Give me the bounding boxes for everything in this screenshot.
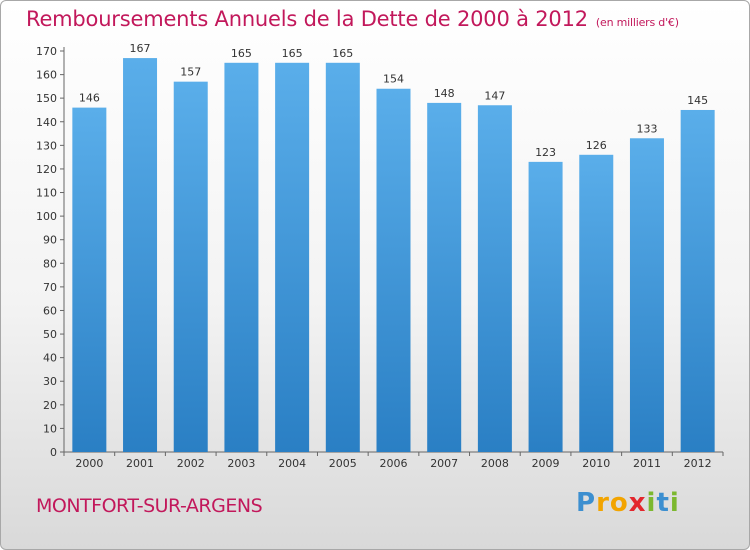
bar — [275, 62, 310, 452]
bar-value-label: 146 — [79, 92, 100, 105]
bar-value-label: 165 — [332, 47, 353, 60]
bar — [477, 105, 512, 453]
y-tick-label: 110 — [36, 187, 57, 200]
bar — [72, 107, 107, 453]
bar-value-label: 126 — [586, 139, 607, 152]
y-tick-label: 70 — [43, 281, 57, 294]
y-tick-label: 50 — [43, 328, 57, 341]
y-tick-label: 100 — [36, 210, 57, 223]
bar-value-label: 133 — [636, 122, 657, 135]
x-tick-label: 2010 — [582, 457, 610, 470]
bar — [579, 154, 614, 452]
bar — [680, 109, 715, 453]
bar-value-label: 154 — [383, 73, 404, 86]
x-tick-label: 2007 — [430, 457, 458, 470]
bar — [123, 58, 158, 452]
x-tick-label: 2006 — [380, 457, 408, 470]
chart-subtitle: (en milliers d'€) — [595, 16, 679, 29]
x-tick-label: 2009 — [532, 457, 560, 470]
bar-value-label: 165 — [231, 47, 252, 60]
bar — [224, 62, 259, 452]
x-tick-label: 2002 — [177, 457, 205, 470]
logo-letter: i — [669, 488, 680, 518]
logo-letter: o — [609, 488, 629, 518]
proxiti-logo: Proxiti — [576, 488, 680, 518]
y-tick-label: 130 — [36, 139, 57, 152]
y-tick-label: 90 — [43, 234, 57, 247]
y-tick-label: 40 — [43, 352, 57, 365]
logo-letter: r — [596, 488, 610, 518]
logo-letter: P — [576, 488, 597, 518]
x-tick-label: 2005 — [329, 457, 357, 470]
bar — [325, 62, 360, 452]
x-tick-label: 2012 — [684, 457, 712, 470]
bar — [427, 102, 462, 453]
bar — [173, 81, 208, 452]
y-tick-label: 120 — [36, 163, 57, 176]
bar-value-label: 165 — [282, 47, 303, 60]
x-tick-label: 2011 — [633, 457, 661, 470]
logo-letter: i — [646, 488, 657, 518]
x-tick-label: 2000 — [75, 457, 103, 470]
y-tick-label: 170 — [36, 45, 57, 58]
bar — [376, 88, 411, 452]
x-tick-label: 2008 — [481, 457, 509, 470]
chart-title: Remboursements Annuels de la Dette de 20… — [26, 7, 588, 31]
bar-value-label: 147 — [484, 89, 505, 102]
bar-value-label: 157 — [180, 66, 201, 79]
bar-value-label: 167 — [130, 42, 151, 55]
x-tick-label: 2004 — [278, 457, 306, 470]
x-tick-label: 2003 — [227, 457, 255, 470]
y-tick-label: 20 — [43, 399, 57, 412]
y-tick-label: 60 — [43, 304, 57, 317]
logo-letter: x — [628, 488, 647, 518]
y-tick-label: 80 — [43, 257, 57, 270]
x-tick-label: 2001 — [126, 457, 154, 470]
y-tick-label: 30 — [43, 375, 57, 388]
y-tick-label: 160 — [36, 69, 57, 82]
bar — [629, 138, 664, 452]
y-tick-label: 0 — [50, 446, 57, 459]
bar-value-label: 148 — [434, 87, 455, 100]
y-tick-label: 10 — [43, 422, 57, 435]
y-tick-label: 150 — [36, 92, 57, 105]
logo-letter: t — [656, 488, 670, 518]
chart-title-row: Remboursements Annuels de la Dette de 20… — [26, 7, 679, 31]
y-tick-label: 140 — [36, 116, 57, 129]
bar — [528, 161, 563, 453]
bar-value-label: 145 — [687, 94, 708, 107]
bar-value-label: 123 — [535, 146, 556, 159]
town-name: MONTFORT-SUR-ARGENS — [36, 495, 263, 517]
